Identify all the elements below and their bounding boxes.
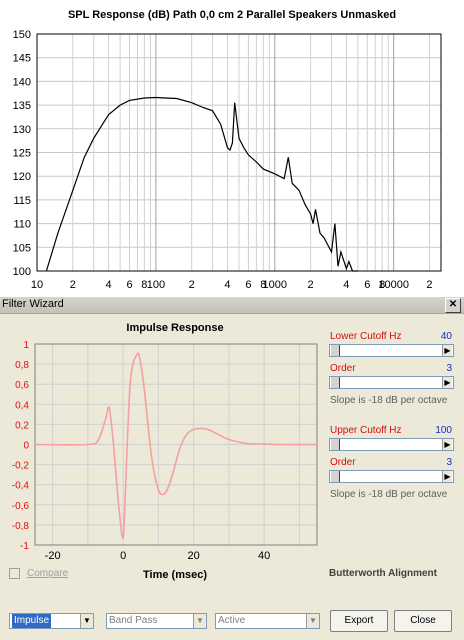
x-tick-label: 6: [126, 279, 132, 291]
filter-type-select[interactable]: Band Pass ▼: [106, 613, 207, 629]
mode-value: Active: [218, 615, 246, 626]
y-tick-label: 0,8: [15, 360, 29, 371]
y-tick-label: 0: [23, 441, 29, 452]
y-tick-label: 120: [13, 171, 31, 183]
x-tick-label: 2: [189, 279, 195, 291]
chevron-down-icon[interactable]: ▼: [306, 614, 319, 628]
compare-checkbox[interactable]: [9, 568, 20, 579]
lower-cutoff-label: Lower Cutoff Hz: [330, 331, 402, 342]
slider-right-arrow-icon[interactable]: ▶: [442, 439, 452, 450]
x-tick-label: 2: [70, 279, 76, 291]
upper-order-label: Order: [330, 457, 356, 468]
lower-cutoff-slider[interactable]: ▶: [329, 344, 454, 357]
close-button[interactable]: Close: [394, 610, 452, 632]
x-tick-label: 4: [106, 279, 112, 291]
x-tick-label: 6: [245, 279, 251, 291]
slider-thumb[interactable]: [331, 377, 340, 388]
slider-right-arrow-icon[interactable]: ▶: [442, 377, 452, 388]
spl-series-line: [45, 96, 358, 272]
y-tick-label: 110: [13, 219, 31, 231]
y-tick-label: 0,4: [15, 400, 29, 411]
close-icon[interactable]: ✕: [445, 298, 461, 313]
upper-order-value: 3: [446, 457, 452, 468]
y-tick-label: 140: [13, 76, 31, 88]
slider-thumb[interactable]: [331, 471, 340, 482]
chevron-down-icon[interactable]: ▼: [193, 614, 206, 628]
y-tick-label: 125: [13, 148, 31, 160]
impulse-chart: 1 0,8 0,6 0,4 0,2 0 -0,2 -0,4 -0,6 -0,8 -1 -20 0 20 4…: [12, 340, 318, 562]
y-tick-label: 1: [23, 340, 29, 351]
view-select[interactable]: Impulse ▼: [9, 613, 94, 629]
x-tick-label: -20: [45, 550, 61, 562]
x-tick-label: 2: [308, 279, 314, 291]
x-tick-label: 20: [188, 550, 200, 562]
upper-slope-text: Slope is -18 dB per octave: [330, 489, 448, 500]
x-tick-label: 6: [364, 279, 370, 291]
impulse-series-line: [34, 352, 318, 539]
y-tick-label: 105: [13, 242, 31, 254]
y-tick-label: -0,4: [12, 481, 30, 492]
y-tick-label: 130: [13, 124, 31, 136]
x-tick-label: 8: [260, 279, 266, 291]
filter-wizard-window: Filter Wizard ✕ Impulse Response 1 0,8 0,6…: [0, 297, 464, 640]
lower-order-value: 3: [446, 363, 452, 374]
x-tick-label: 0: [120, 550, 126, 562]
mode-select[interactable]: Active ▼: [215, 613, 320, 629]
x-tick-label: 10: [31, 279, 43, 291]
slider-right-arrow-icon[interactable]: ▶: [442, 471, 452, 482]
upper-cutoff-label: Upper Cutoff Hz: [330, 425, 402, 436]
filter-type-value: Band Pass: [109, 615, 158, 626]
spl-chart-title: SPL Response (dB) Path 0,0 cm 2 Parallel…: [67, 9, 397, 21]
x-tick-label: 4: [224, 279, 230, 291]
lower-slope-text: Slope is -18 dB per octave: [330, 395, 448, 406]
lower-cutoff-value: 40: [440, 331, 452, 342]
x-tick-label: 40: [258, 550, 270, 562]
x-tick-label: 1000: [263, 279, 287, 291]
y-tick-label: 0,2: [15, 420, 29, 431]
upper-cutoff-value: 100: [435, 425, 452, 436]
x-axis-label: Time (msec): [143, 569, 207, 581]
slider-thumb[interactable]: [331, 345, 340, 356]
lower-order-slider[interactable]: ▶: [329, 376, 454, 389]
compare-label: Compare: [27, 568, 69, 579]
impulse-chart-title: Impulse Response: [126, 322, 224, 334]
spl-plot-frame: [36, 33, 442, 272]
window-title: Filter Wizard: [2, 298, 64, 310]
y-tick-label: 100: [13, 266, 31, 278]
x-tick-label: 4: [343, 279, 349, 291]
y-tick-label: 150: [13, 29, 31, 41]
view-select-value: Impulse: [12, 614, 52, 628]
x-tick-label: 10000: [378, 279, 409, 291]
slider-thumb[interactable]: [331, 439, 340, 450]
upper-cutoff-slider[interactable]: ▶: [329, 438, 454, 451]
y-tick-label: 0,6: [15, 380, 29, 391]
y-tick-label: 145: [13, 53, 31, 65]
y-tick-label: -1: [20, 541, 29, 552]
filter-wizard-titlebar[interactable]: Filter Wizard ✕: [0, 297, 464, 314]
x-tick-label: 100: [147, 279, 165, 291]
x-tick-label: 8: [379, 279, 385, 291]
y-tick-label: 115: [13, 195, 31, 207]
x-tick-label: 2: [426, 279, 432, 291]
slider-right-arrow-icon[interactable]: ▶: [442, 345, 452, 356]
y-tick-label: -0,6: [12, 501, 30, 512]
y-tick-label: -0,2: [12, 461, 30, 472]
x-tick-label: 8: [141, 279, 147, 291]
alignment-label: Butterworth Alignment: [329, 568, 437, 579]
y-tick-label: -0,8: [12, 521, 30, 532]
upper-order-slider[interactable]: ▶: [329, 470, 454, 483]
y-tick-label: 135: [13, 100, 31, 112]
export-button[interactable]: Export: [330, 610, 388, 632]
lower-order-label: Order: [330, 363, 356, 374]
chevron-down-icon[interactable]: ▼: [80, 614, 93, 628]
